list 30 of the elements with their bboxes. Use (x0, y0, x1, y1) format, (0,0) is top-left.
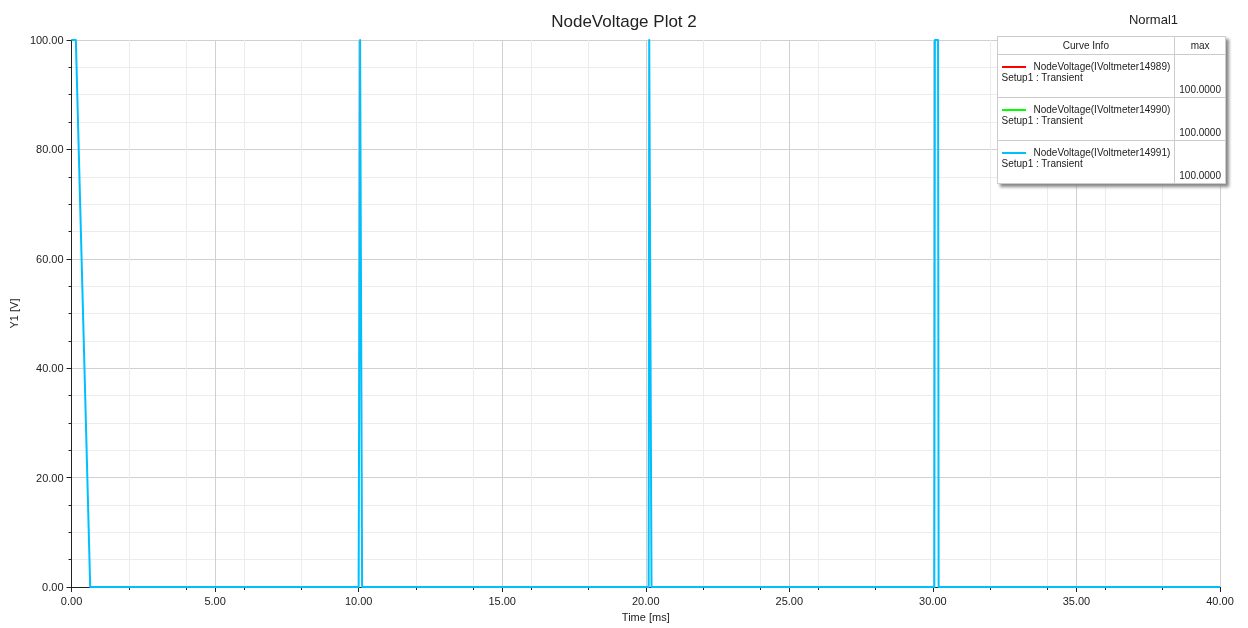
legend-label: NodeVoltage(IVoltmeter14991) (1033, 147, 1171, 158)
y-tick-label: 80.00 (36, 143, 64, 156)
legend-label: NodeVoltage(IVoltmeter14990) (1033, 104, 1171, 115)
x-tick-label: 35.00 (1062, 594, 1091, 607)
x-tick-label: 0.00 (60, 594, 83, 607)
annotation: Setup1 : Transient (1001, 72, 1083, 83)
annotation: 100.0000 (1174, 97, 1226, 141)
y-tick-label: 40.00 (36, 362, 64, 375)
y-axis-title: Y1 [V] (7, 298, 20, 329)
x-tick-label: 20.00 (632, 594, 660, 607)
x-tick-label: 10.00 (344, 594, 373, 607)
x-axis-title: Time [ms] (621, 610, 670, 623)
x-tick-label: 5.00 (204, 594, 226, 607)
x-tick-label: 15.00 (488, 594, 516, 607)
y-tick-label: 0.00 (42, 581, 64, 593)
annotation: Setup1 : Transient (1001, 115, 1083, 126)
legend-title: Curve Info (997, 36, 1175, 55)
x-tick-label: 30.00 (919, 594, 947, 607)
y-tick-label: 20.00 (36, 471, 64, 484)
y-tick-label: 100.00 (29, 34, 64, 46)
x-tick-label: 25.00 (775, 594, 804, 607)
text: Normal1 (1128, 12, 1178, 27)
annotation: max (1174, 36, 1226, 55)
annotation: 100.0000 (1174, 54, 1226, 98)
chart-title: NodeVoltage Plot 2 (551, 12, 697, 31)
annotation: 100.0000 (1174, 140, 1226, 184)
y-tick-label: 60.00 (36, 252, 64, 265)
legend-label: NodeVoltage(IVoltmeter14989) (1033, 61, 1171, 72)
annotation: Setup1 : Transient (1001, 158, 1083, 169)
x-tick-label: 40.00 (1206, 594, 1234, 607)
